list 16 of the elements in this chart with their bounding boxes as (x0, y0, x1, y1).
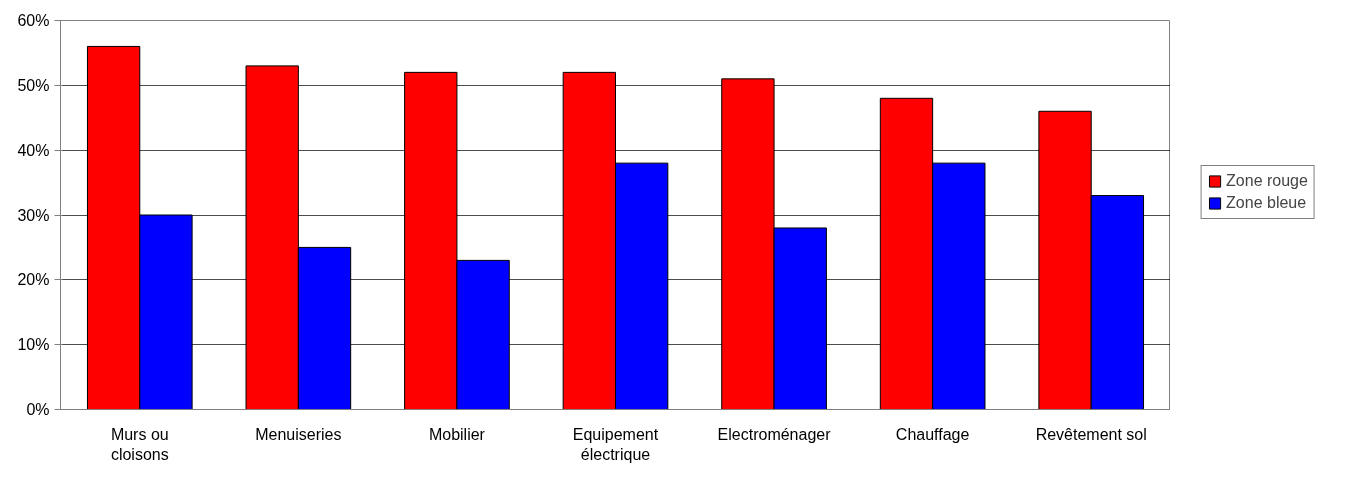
y-tick-label: 50% (17, 76, 50, 94)
x-tick-label: Chauffage (895, 425, 970, 443)
x-tick-label: Equipement électrique (572, 425, 659, 463)
y-tick-label: 60% (17, 12, 50, 29)
y-tick-label: 40% (17, 141, 50, 159)
legend-label: Zone bleue (1226, 193, 1307, 212)
x-tick-label: Murs ou cloisons (110, 425, 169, 463)
y-tick-label: 30% (17, 206, 50, 224)
y-tick-label: 20% (17, 271, 50, 289)
x-tick-label: Menuiseries (255, 425, 342, 443)
y-tick-label: 10% (17, 336, 50, 354)
y-tick-label: 0% (26, 401, 50, 418)
x-tick-label: Revêtement sol (1035, 425, 1147, 443)
x-tick-label: Mobilier (428, 425, 486, 443)
legend-label: Zone rouge (1226, 171, 1308, 190)
x-tick-label: Electroménager (717, 425, 832, 443)
